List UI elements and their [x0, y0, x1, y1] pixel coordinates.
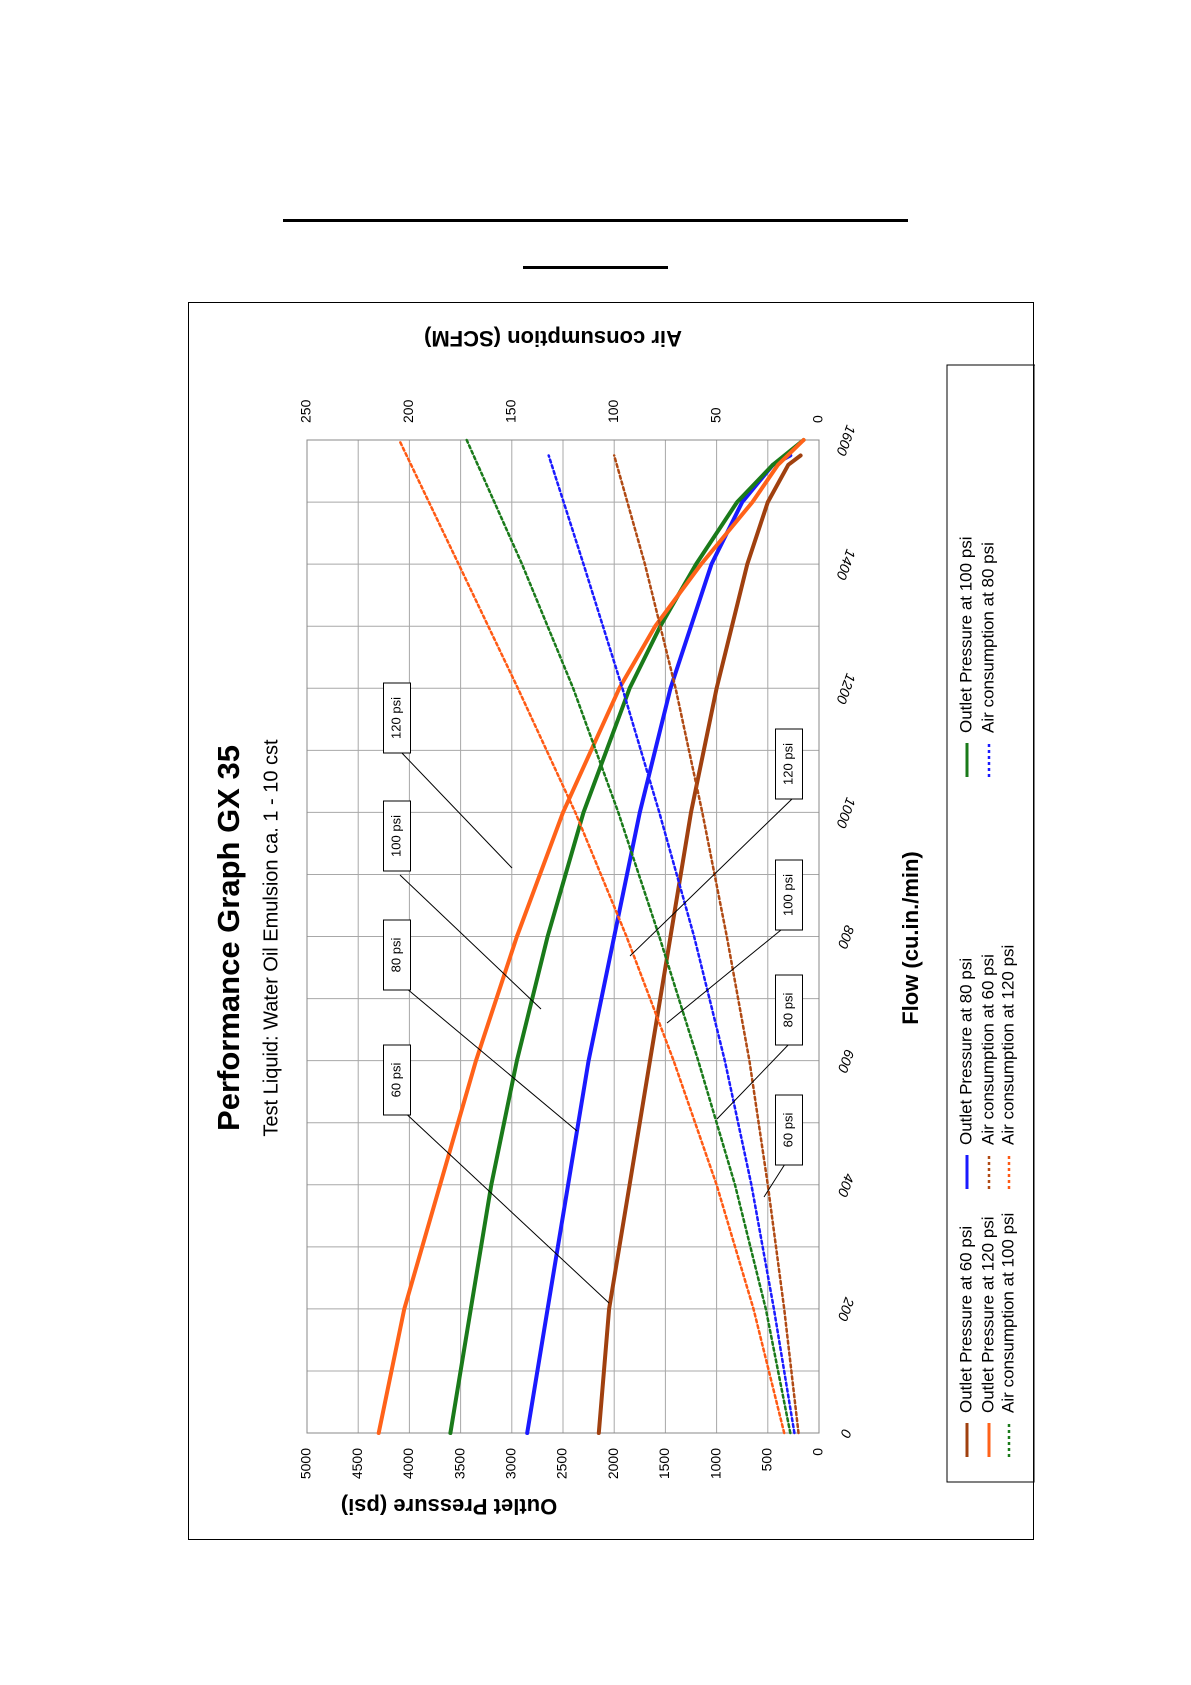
pressure-tick-label: 1500	[656, 1448, 672, 1479]
title-rule-bottom	[523, 266, 668, 269]
flow-tick-label: 1400	[833, 547, 859, 582]
annotation-leader-line	[666, 920, 793, 1024]
annotation-box	[775, 1094, 803, 1166]
chart-frame: 0 500 1000 1500 2000 2500 3000 3500 4000 4500 5000…	[188, 302, 1035, 1540]
flow-tick-label: 1200	[833, 671, 859, 706]
annotation-box	[775, 974, 803, 1046]
left-axis-title: Outlet Pressure (psi)	[341, 1494, 557, 1519]
pressure-tick-label: 2000	[605, 1448, 621, 1479]
pressure-tick-label: 3000	[503, 1448, 519, 1479]
annotation-label: 120 psi	[388, 697, 403, 739]
flow-tick-label: 0	[837, 1427, 855, 1440]
annotation-label: 100 psi	[780, 874, 795, 916]
annotation-label: 60 psi	[780, 1113, 795, 1148]
title-rule-top	[283, 219, 908, 222]
series-outlet-pressure-at-120-psi	[376, 438, 806, 1435]
series-outlet-pressure-at-100-psi	[448, 438, 806, 1435]
flow-tick-label: 400	[835, 1171, 858, 1199]
series-air-consumption-at-120-psi	[397, 438, 786, 1435]
pressure-tick-label: 4000	[400, 1448, 416, 1479]
chart-title: Performance Graph GX 35	[211, 745, 246, 1131]
performance-chart: 0500100015002000250030003500400045005000…	[211, 326, 1035, 1519]
air-tick-label: 200	[400, 399, 416, 423]
annotation-label: 100 psi	[388, 815, 403, 857]
annotation-box	[383, 682, 411, 754]
pressure-tick-label: 0	[810, 1448, 826, 1456]
chart-subtitle: Test Liquid: Water Oil Emulsion ca. 1 - …	[260, 739, 282, 1137]
flow-axis-title: Flow (cu.in./min)	[898, 851, 923, 1025]
pressure-tick-label: 5000	[298, 1448, 314, 1479]
plot-area-border	[306, 439, 820, 1434]
pressure-tick-label: 500	[759, 1448, 775, 1472]
annotation-leader-line	[399, 982, 578, 1132]
annotation-leader-line	[629, 798, 793, 957]
series-outlet-pressure-at-60-psi	[596, 453, 803, 1435]
series-outlet-pressure-at-80-psi	[525, 453, 793, 1435]
legend-entry: Air consumption at 80 psi	[978, 542, 997, 733]
right-axis-title: Air consumption (SCFM)	[424, 326, 682, 351]
pressure-tick-label: 2500	[554, 1448, 570, 1479]
annotation-label: 80 psi	[780, 993, 795, 1028]
legend-entry: Air consumption at 60 psi	[978, 954, 997, 1145]
air-tick-label: 50	[707, 407, 723, 423]
annotation-leader-line	[399, 1107, 610, 1304]
flow-tick-label: 1000	[833, 795, 859, 830]
legend-entry: Outlet Pressure at 120 psi	[978, 1216, 997, 1413]
flow-tick-label: 600	[835, 1047, 858, 1075]
flow-tick-label: 1600	[833, 423, 859, 458]
annotation-box	[383, 919, 411, 991]
annotation-label: 120 psi	[780, 743, 795, 785]
pressure-tick-label: 4500	[349, 1448, 365, 1479]
legend-entry: Outlet Pressure at 80 psi	[956, 958, 975, 1145]
legend-entry: Outlet Pressure at 60 psi	[956, 1226, 975, 1413]
pressure-tick-label: 3500	[451, 1448, 467, 1479]
annotation-box	[383, 1044, 411, 1116]
flow-tick-label: 200	[835, 1295, 858, 1324]
series-air-consumption-at-100-psi	[465, 438, 792, 1435]
series-air-consumption-at-80-psi	[547, 454, 796, 1435]
flow-tick-label: 800	[835, 923, 858, 951]
annotation-label: 60 psi	[388, 1063, 403, 1098]
annotation-box	[775, 859, 803, 931]
legend-box	[946, 364, 1035, 1483]
annotation-leader-line	[399, 750, 513, 869]
air-tick-label: 150	[503, 399, 519, 423]
annotation-box	[383, 800, 411, 872]
legend-entry: Air consumption at 120 psi	[998, 945, 1017, 1145]
pressure-tick-label: 1000	[707, 1448, 723, 1479]
annotation-leader-line	[716, 1040, 793, 1120]
annotation-label: 80 psi	[388, 938, 403, 973]
legend-entry: Air consumption at 100 psi	[998, 1213, 1017, 1413]
series-air-consumption-at-60-psi	[612, 454, 800, 1435]
air-tick-label: 0	[810, 415, 826, 423]
air-tick-label: 100	[605, 399, 621, 423]
air-tick-label: 250	[298, 399, 314, 423]
annotation-leader-line	[399, 874, 542, 1010]
annotation-box	[775, 728, 803, 800]
legend-entry: Outlet Pressure at 100 psi	[956, 536, 975, 733]
